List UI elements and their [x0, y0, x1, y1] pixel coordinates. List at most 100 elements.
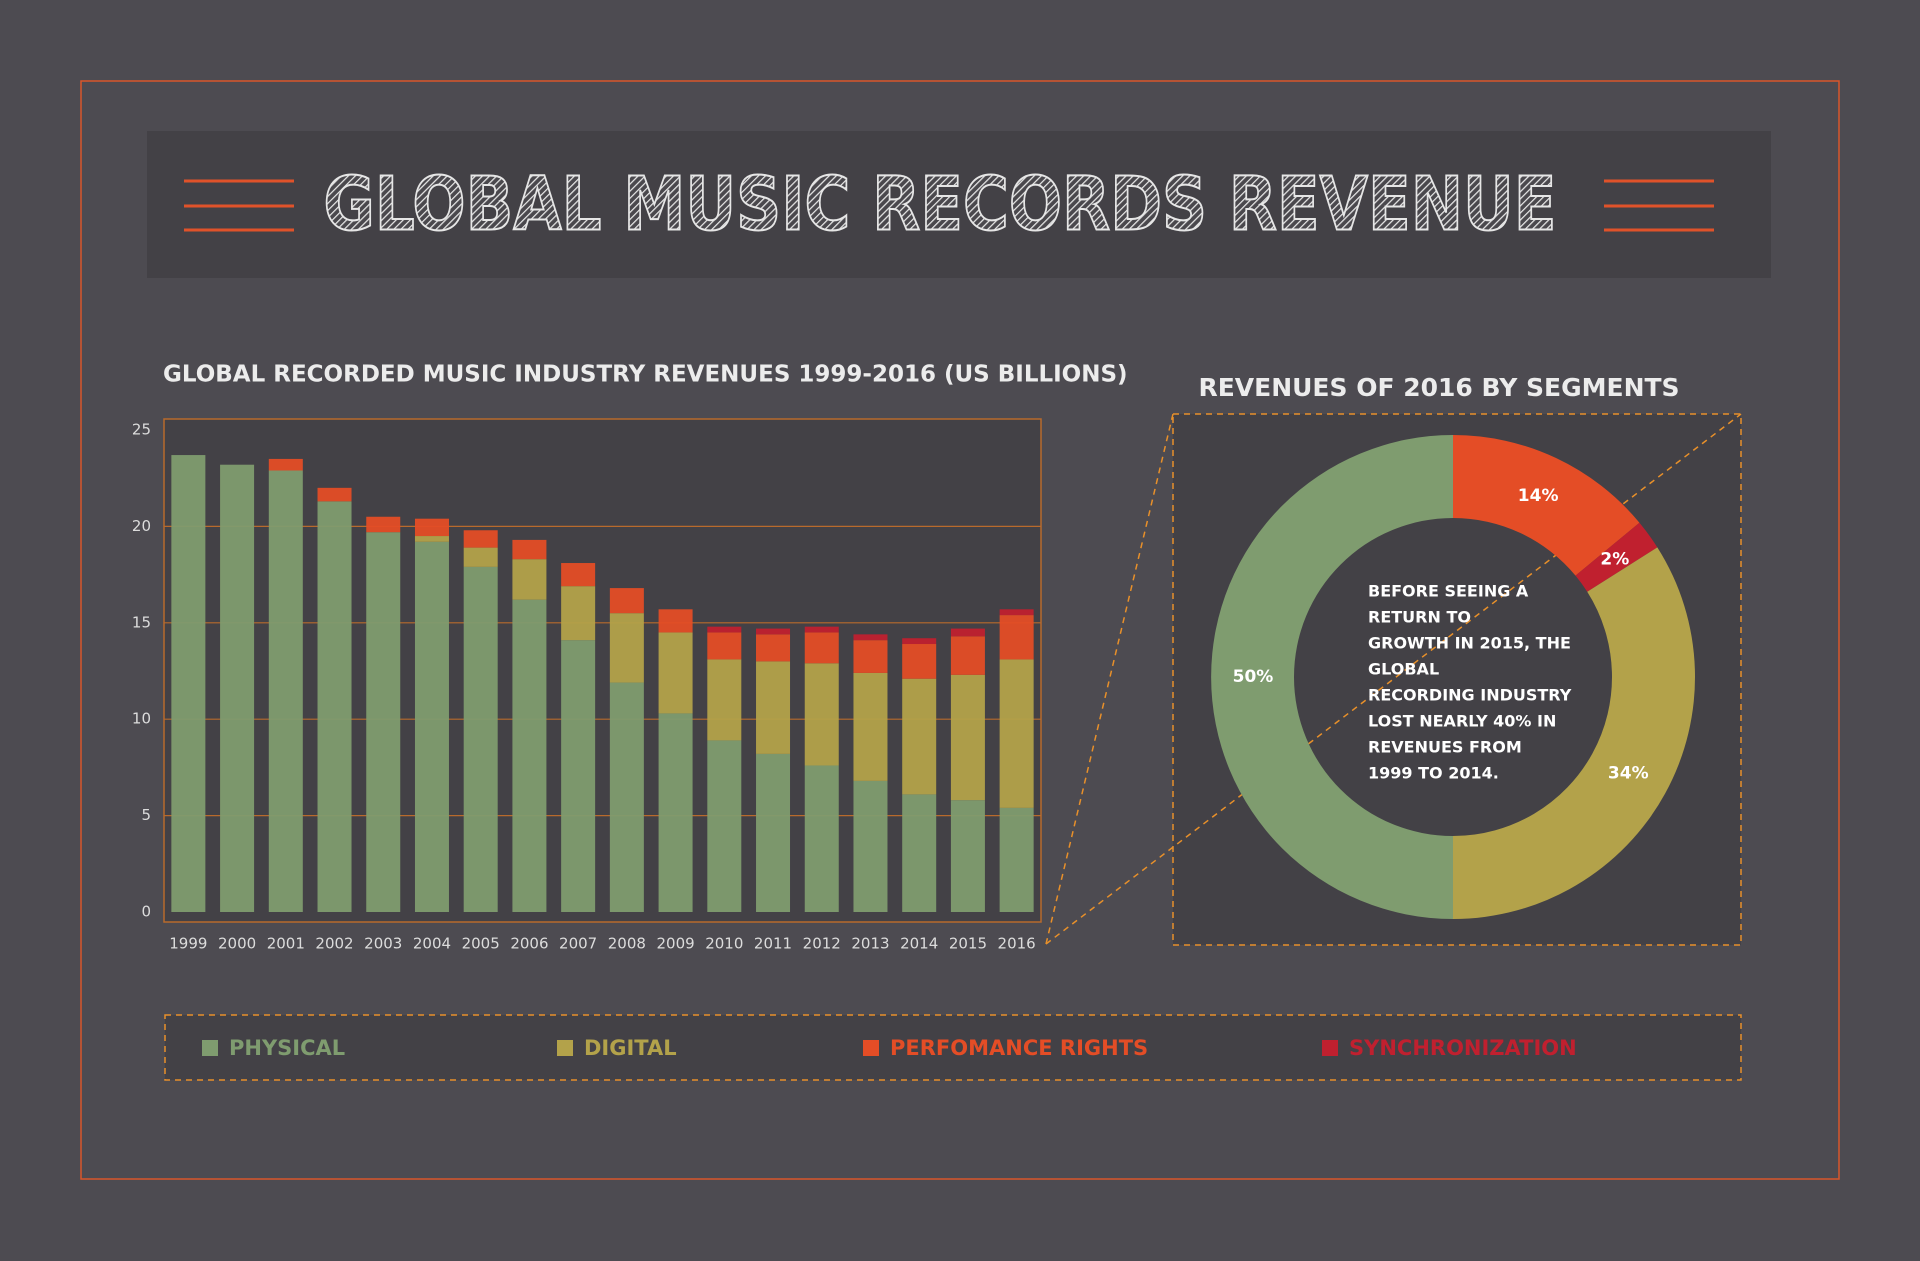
x-tick-label: 1999	[169, 935, 207, 953]
donut-title: REVENUES OF 2016 BY SEGMENTS	[1198, 373, 1679, 402]
x-tick-label: 2004	[413, 935, 451, 953]
y-tick-label: 15	[132, 613, 151, 631]
x-tick-label: 2007	[559, 935, 597, 953]
bar-segment	[999, 807, 1034, 912]
legend-swatch	[202, 1040, 218, 1056]
legend: PHYSICAL DIGITAL PERFOMANCE RIGHTS SYNCHRON…	[202, 1036, 1577, 1060]
bar-segment	[707, 626, 742, 633]
bar-segment	[853, 634, 888, 641]
bar-segment	[609, 682, 644, 912]
bar-segment	[463, 566, 498, 912]
bar-segment	[317, 501, 352, 912]
bar-segment	[366, 532, 401, 912]
bar-segment	[707, 659, 742, 741]
legend-label: DIGITAL	[584, 1036, 677, 1060]
frame	[80, 80, 1840, 1180]
bar-segment	[950, 674, 985, 801]
bar-segment	[658, 632, 693, 714]
bar-segment	[950, 636, 985, 675]
annotation-line: LOST NEARLY 40% IN	[1368, 712, 1556, 731]
bar-segment	[609, 613, 644, 683]
bar-segment	[902, 638, 937, 645]
page-title: GLOBAL MUSIC RECORDS REVENUE	[324, 162, 1557, 248]
donut-segment	[1211, 435, 1453, 919]
bar-segment	[756, 628, 791, 635]
donut-value-label: 14%	[1518, 486, 1559, 506]
y-tick-label: 0	[141, 903, 151, 921]
annotation-line: GROWTH IN 2015, THE	[1368, 634, 1571, 653]
bar-segment	[707, 632, 742, 660]
bar-segment	[756, 634, 791, 662]
x-tick-label: 2008	[608, 935, 646, 953]
bar-segment	[512, 559, 547, 600]
bar-segment	[853, 640, 888, 673]
bar-segment	[804, 663, 839, 766]
x-tick-label: 2009	[656, 935, 694, 953]
y-tick-label: 20	[132, 517, 151, 535]
bar-segment	[658, 609, 693, 633]
bar-segment	[414, 536, 449, 542]
bar-chart-title: GLOBAL RECORDED MUSIC INDUSTRY REVENUES …	[163, 362, 1128, 388]
bar-segment	[220, 464, 255, 912]
donut-value-label: 34%	[1608, 763, 1649, 783]
bar-segment	[950, 800, 985, 912]
bar-segment	[414, 518, 449, 537]
connector-lines	[1045, 413, 1742, 945]
title-decor	[184, 179, 1714, 232]
bar-segment	[902, 678, 937, 795]
x-tick-label: 2016	[998, 935, 1036, 953]
legend-swatch	[863, 1040, 879, 1056]
x-tick-label: 2006	[510, 935, 548, 953]
legend-box	[164, 1014, 1742, 1081]
y-tick-label: 10	[132, 710, 151, 728]
bar-segment	[561, 640, 596, 912]
bar-segment	[853, 672, 888, 781]
x-tick-label: 2015	[949, 935, 987, 953]
bar-segment	[756, 753, 791, 912]
donut-segment	[1575, 522, 1658, 592]
annotation-line: RECORDING INDUSTRY	[1368, 686, 1572, 705]
annotation-line: REVENUES FROM	[1368, 738, 1522, 757]
bar-segment	[561, 586, 596, 641]
donut-segment	[1453, 435, 1640, 576]
bar-segment	[268, 470, 303, 912]
annotation-line: 1999 TO 2014.	[1368, 764, 1499, 783]
bar-segment	[902, 794, 937, 912]
title-band	[147, 131, 1771, 278]
bar-segment	[999, 609, 1034, 616]
donut-value-label: 2%	[1600, 549, 1629, 569]
x-tick-label: 2002	[315, 935, 353, 953]
bar-chart: 0 5 10 15 20 25 1999 2000 2001 2002 2003 2004 2005 20…	[132, 421, 1041, 953]
bar-segment	[999, 659, 1034, 808]
bar-segment	[804, 632, 839, 664]
legend-swatch	[1322, 1040, 1338, 1056]
bar-segment	[414, 541, 449, 912]
bar-segment	[853, 780, 888, 912]
bar-segment	[804, 626, 839, 633]
bar-segment	[366, 516, 401, 533]
x-tick-label: 2005	[462, 935, 500, 953]
y-tick-label: 25	[132, 421, 151, 439]
bar-segment	[902, 644, 937, 679]
legend-label: SYNCHRONIZATION	[1349, 1036, 1577, 1060]
plot-area	[163, 418, 1042, 923]
x-tick-label: 2000	[218, 935, 256, 953]
bar-segment	[463, 530, 498, 548]
bar-segment	[463, 547, 498, 567]
donut-value-label: 50%	[1233, 667, 1274, 687]
x-tick-label: 2013	[851, 935, 889, 953]
annotation-line: RETURN TO	[1368, 608, 1471, 627]
bar-segment	[950, 628, 985, 637]
donut-segment	[1453, 547, 1695, 919]
bar-segment	[268, 458, 303, 471]
bar-segment	[561, 563, 596, 587]
bar-segment	[609, 588, 644, 614]
x-tick-label: 2014	[900, 935, 938, 953]
x-tick-label: 2012	[803, 935, 841, 953]
legend-swatch	[557, 1040, 573, 1056]
bar-segment	[658, 713, 693, 912]
donut-chart: 14% 2% 34% 50% BEFORE SEEING A RETURN TO GROWT…	[1211, 435, 1695, 919]
bar-segment	[804, 765, 839, 912]
x-tick-label: 2010	[705, 935, 743, 953]
